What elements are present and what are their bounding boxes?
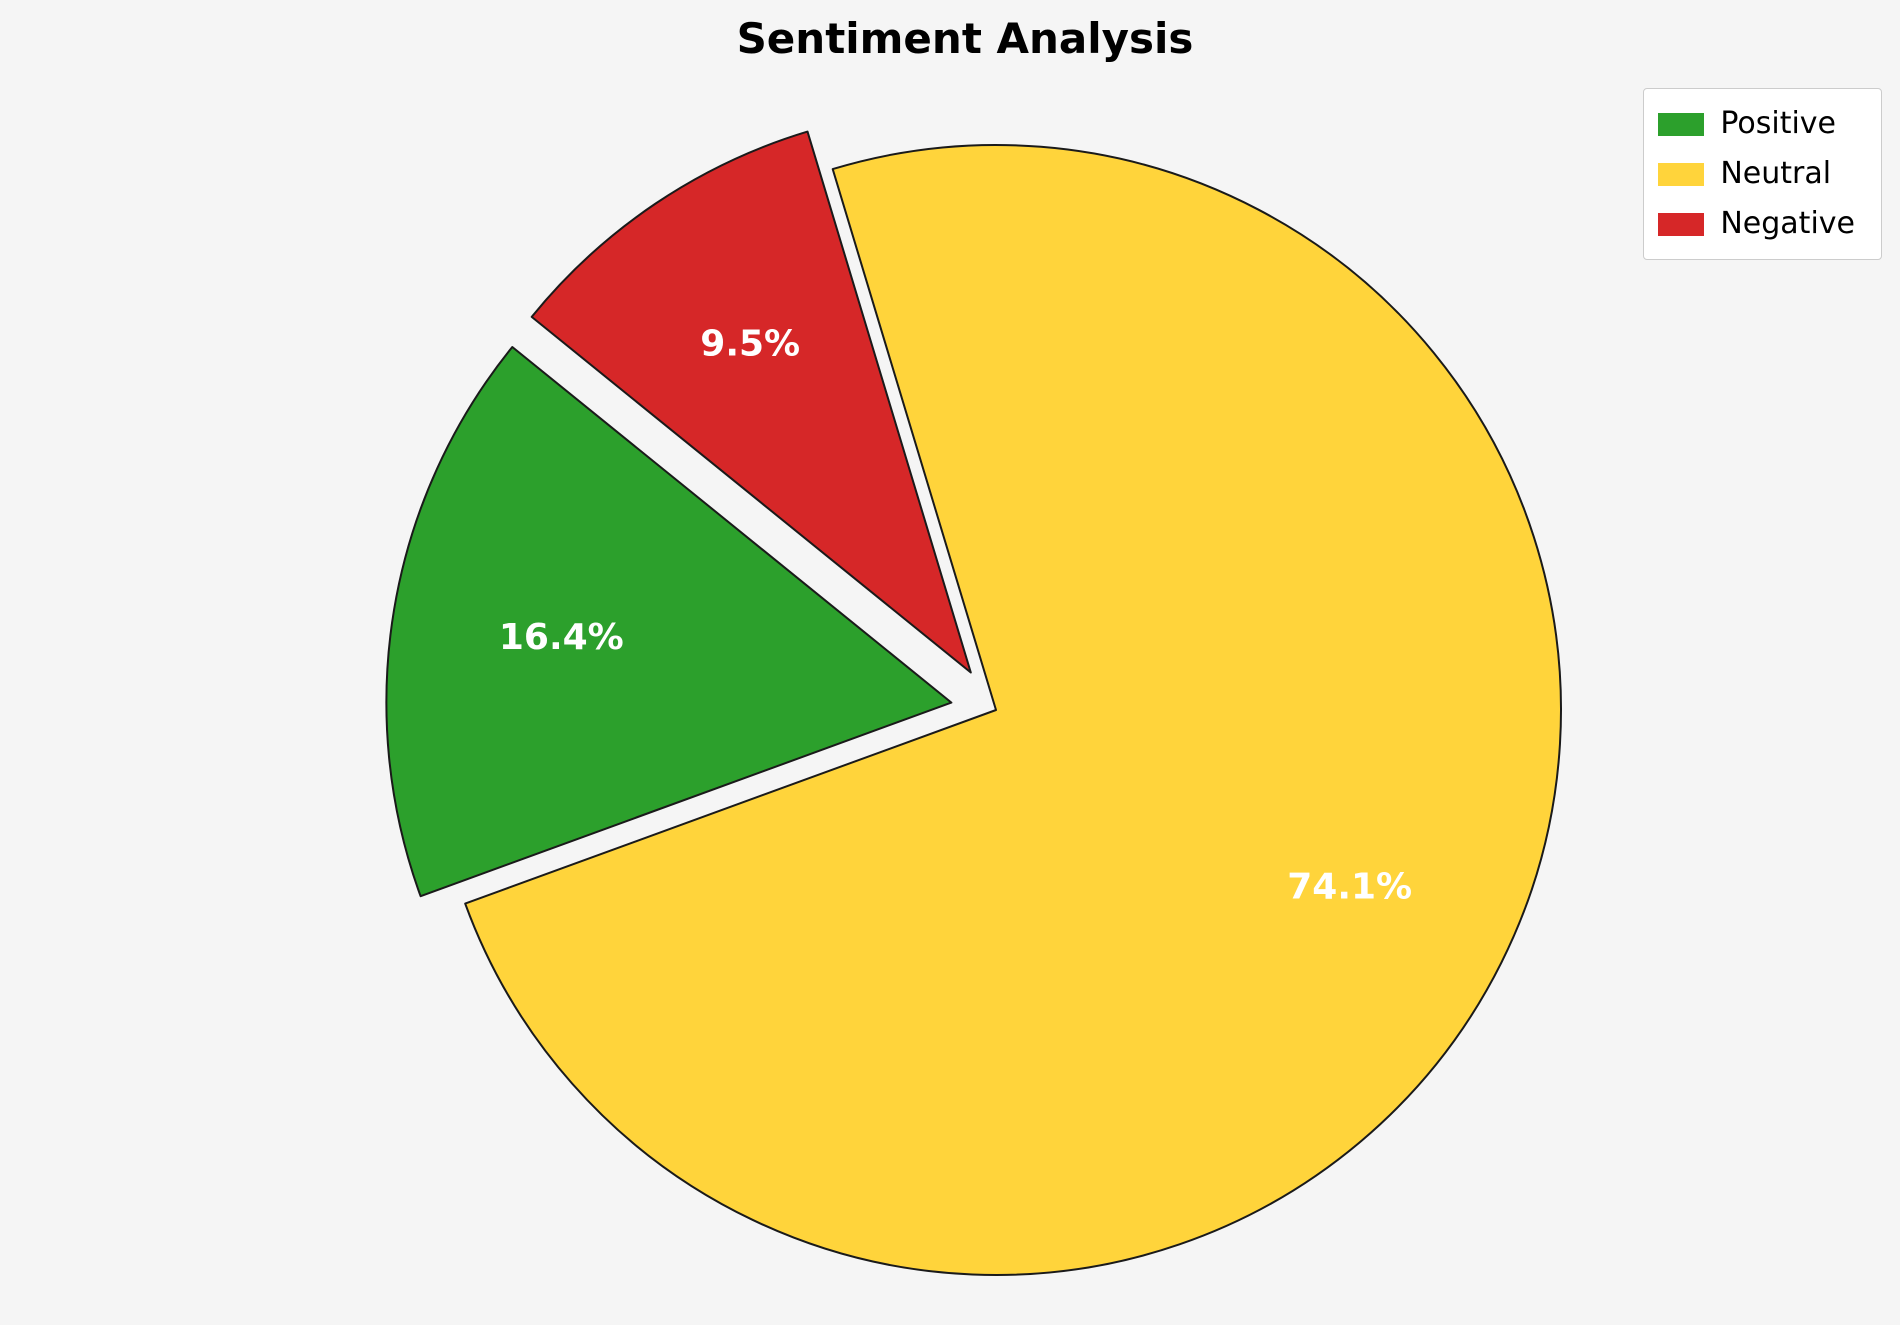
pct-label-neutral: 74.1%: [1287, 867, 1412, 908]
legend-label-negative: Negative: [1720, 206, 1855, 241]
legend-swatch-positive: [1658, 112, 1705, 136]
legend: Positive Neutral Negative: [1643, 88, 1882, 260]
chart-title: Sentiment Analysis: [736, 14, 1194, 63]
legend-swatch-negative: [1658, 212, 1705, 236]
legend-label-positive: Positive: [1720, 106, 1837, 141]
legend-item-neutral: Neutral: [1658, 151, 1855, 197]
legend-swatch-neutral: [1658, 162, 1705, 186]
pie-slice-neutral: [464, 144, 1562, 1276]
legend-item-positive: Positive: [1658, 101, 1855, 147]
pie-slice-positive: [385, 346, 953, 898]
pct-label-positive: 16.4%: [499, 617, 624, 658]
legend-label-neutral: Neutral: [1720, 156, 1832, 191]
pct-label-negative: 9.5%: [700, 324, 800, 365]
pie-slice-negative: [530, 130, 972, 674]
legend-item-negative: Negative: [1658, 201, 1855, 247]
